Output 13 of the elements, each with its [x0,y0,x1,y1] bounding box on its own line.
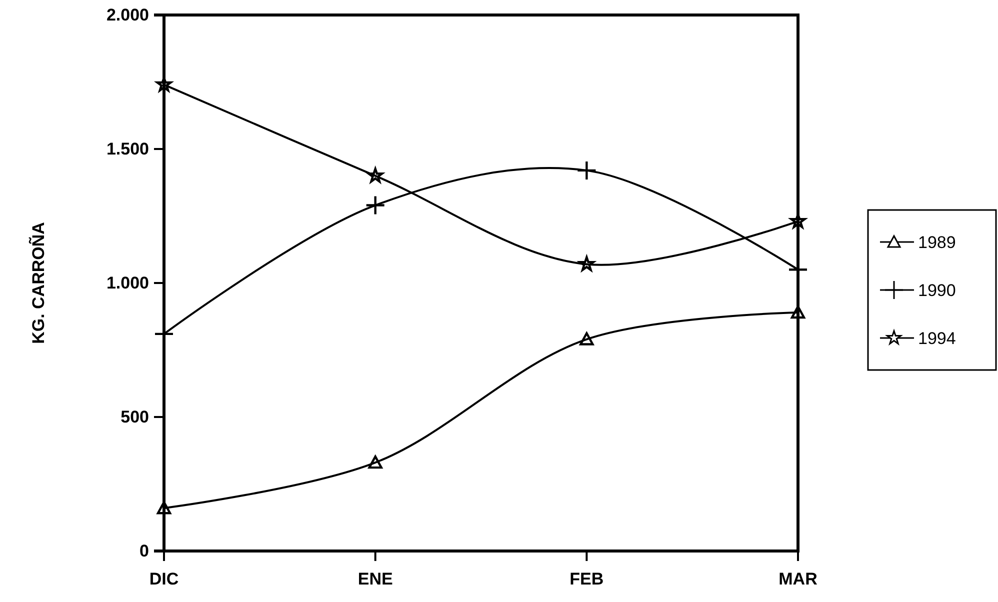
x-tick-label: ENE [358,569,393,588]
legend-label: 1994 [918,328,956,348]
y-tick-label: 2.000 [106,5,149,24]
y-tick-label: 0 [140,541,149,560]
legend-label: 1990 [918,280,956,300]
legend-label: 1989 [918,232,956,252]
y-axis-title: KG. CARROÑA [28,222,48,344]
x-tick-label: FEB [570,569,604,588]
x-tick-label: DIC [149,569,179,588]
y-tick-label: 500 [120,407,149,426]
x-tick-label: MAR [778,569,818,588]
y-tick-label: 1.500 [106,139,149,158]
y-tick-label: 1.000 [106,273,149,292]
